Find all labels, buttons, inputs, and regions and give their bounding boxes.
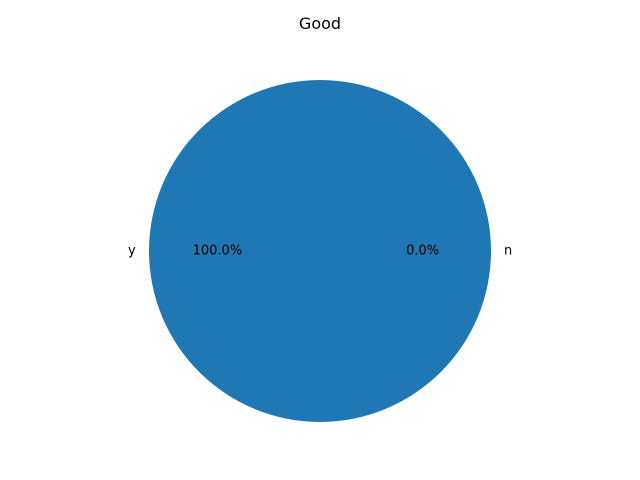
pie-slice-y [149,80,491,422]
slice-label-n: n [504,244,512,259]
slice-percent-n: 0.0% [406,244,439,259]
pie-slices [149,80,491,422]
pie-labels: y 100.0% n 0.0% [128,244,512,259]
slice-percent-y: 100.0% [193,244,243,259]
chart-title: Good [299,14,341,33]
slice-label-y: y [128,244,136,259]
